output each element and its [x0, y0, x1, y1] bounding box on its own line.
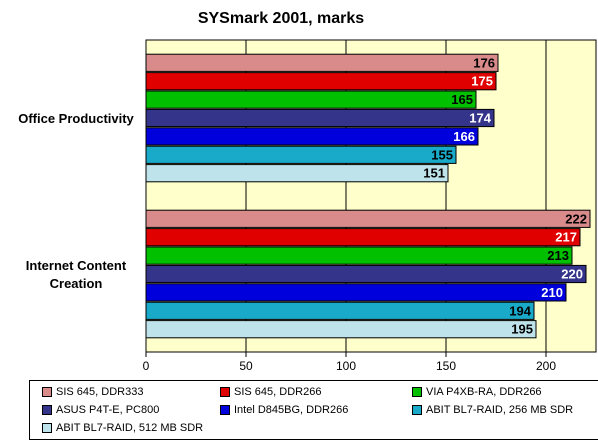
legend-item: ABIT BL7-RAID, 512 MB SDR — [42, 421, 203, 435]
legend-item: ASUS P4T-E, PC800 — [42, 403, 159, 417]
legend-swatch — [412, 405, 422, 415]
bar — [145, 145, 457, 164]
bar — [145, 164, 449, 183]
bar — [145, 127, 479, 146]
bar-value-label: 213 — [547, 248, 569, 263]
x-tick-label: 100 — [336, 359, 356, 373]
bar-value-label: 220 — [561, 267, 583, 282]
x-tick-label: 200 — [536, 359, 556, 373]
legend-label: SIS 645, DDR266 — [234, 386, 322, 398]
bar — [145, 264, 587, 284]
bar — [145, 90, 477, 109]
legend-label: Intel D845BG, DDR266 — [234, 404, 349, 416]
legend-swatch — [42, 423, 52, 433]
bar-value-label: 222 — [565, 211, 587, 226]
bar-value-label: 176 — [473, 55, 495, 70]
bar — [145, 209, 591, 228]
bar-value-label: 174 — [469, 111, 491, 126]
legend-label: ASUS P4T-E, PC800 — [56, 404, 160, 416]
legend-swatch — [42, 405, 52, 415]
bar-value-label: 155 — [431, 147, 453, 162]
bar — [145, 301, 535, 320]
bar-value-label: 165 — [451, 92, 473, 107]
x-axis: 0 50 100 150 200 — [143, 352, 556, 373]
chart-title: SYSmark 2001, marks — [198, 10, 364, 27]
category-label: Office Productivity — [18, 111, 134, 126]
x-tick-label: 0 — [143, 359, 150, 373]
bar-value-label: 166 — [453, 129, 475, 144]
category-labels: Office Productivity Internet Content Creat… — [18, 111, 134, 291]
bars — [145, 53, 591, 339]
bar-value-label: 217 — [555, 230, 577, 245]
legend-label: ABIT BL7-RAID, 256 MB SDR — [426, 404, 574, 416]
bar — [145, 320, 537, 339]
legend-item: VIA P4XB-RA, DDR266 — [412, 385, 542, 399]
legend-swatch — [220, 387, 230, 397]
legend-item: Intel D845BG, DDR266 — [220, 403, 348, 417]
legend-item: SIS 645, DDR333 — [42, 385, 143, 399]
bar-value-label: 175 — [471, 74, 493, 89]
legend-label: ABIT BL7-RAID, 512 MB SDR — [56, 422, 204, 434]
legend-swatch — [42, 387, 52, 397]
bar — [145, 228, 581, 247]
bar-value-label: 151 — [423, 166, 445, 181]
category-label: Internet Content Creation — [26, 258, 127, 291]
legend-label: SIS 645, DDR333 — [56, 386, 144, 398]
legend: SIS 645, DDR333 SIS 645, DDR266 VIA P4XB-R… — [29, 380, 598, 440]
bar-value-label: 194 — [509, 303, 531, 318]
bar — [145, 246, 573, 265]
legend-swatch — [220, 405, 230, 415]
bar — [145, 283, 567, 302]
legend-item: ABIT BL7-RAID, 256 MB SDR — [412, 403, 573, 417]
bar-value-label: 195 — [511, 322, 533, 337]
bar — [145, 108, 495, 128]
bar-value-label: 210 — [541, 285, 563, 300]
legend-swatch — [412, 387, 422, 397]
legend-label: VIA P4XB-RA, DDR266 — [426, 386, 542, 398]
legend-item: SIS 645, DDR266 — [220, 385, 321, 399]
bar — [145, 53, 499, 72]
x-tick-label: 150 — [436, 359, 456, 373]
x-tick-label: 50 — [239, 359, 253, 373]
bar — [145, 72, 497, 91]
